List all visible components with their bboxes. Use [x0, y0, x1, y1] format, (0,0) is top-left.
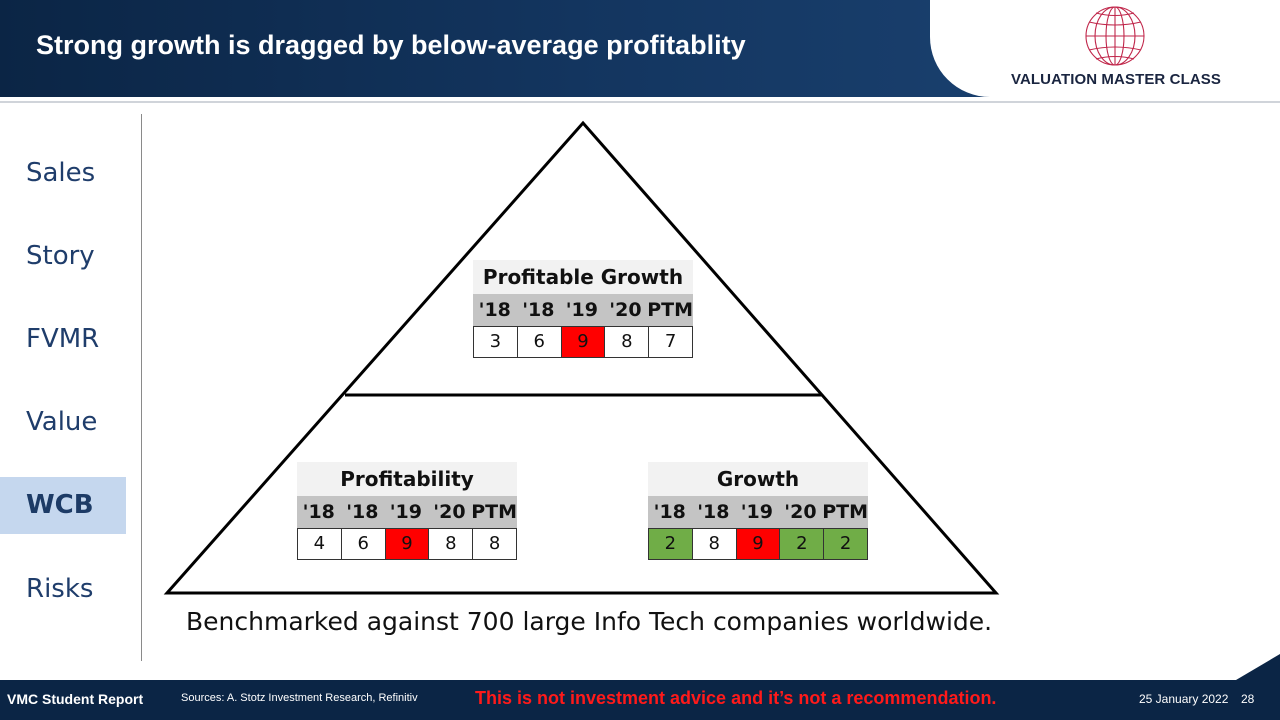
sources-text: Sources: A. Stotz Investment Research, R…: [181, 692, 418, 704]
sidebar-item-sales[interactable]: Sales: [26, 158, 96, 188]
score-cell: 7: [649, 326, 693, 358]
page-number: 28: [1241, 692, 1255, 706]
column-header: '20: [433, 501, 466, 523]
score-cell: 9: [385, 528, 430, 560]
column-header: PTM: [647, 299, 693, 321]
score-cell: 2: [824, 528, 868, 560]
logo-wordmark: VALUATION MASTER CLASS: [1011, 71, 1221, 88]
table-header-row: '18 '18 '19 '20 PTM: [473, 294, 693, 326]
score-cell: 9: [561, 326, 606, 358]
benchmark-caption: Benchmarked against 700 large Info Tech …: [186, 607, 993, 636]
date-text: 25 January 2022: [1139, 692, 1229, 706]
column-header: '19: [740, 501, 773, 523]
score-cell: 9: [736, 528, 781, 560]
growth-table: Growth '18 '18 '19 '20 PTM 2 8 9 2 2: [648, 462, 868, 560]
column-header: '19: [389, 501, 422, 523]
table-score-row: 3 6 9 8 7: [473, 326, 693, 358]
score-cell: 6: [341, 528, 386, 560]
column-header: '18: [697, 501, 730, 523]
sidebar-item-fvmr[interactable]: FVMR: [26, 324, 100, 354]
score-cell: 8: [605, 326, 650, 358]
table-score-row: 2 8 9 2 2: [648, 528, 868, 560]
table-score-row: 4 6 9 8 8: [297, 528, 517, 560]
column-header: PTM: [471, 501, 517, 523]
score-cell: 8: [429, 528, 474, 560]
column-header: '20: [784, 501, 817, 523]
page-title: Strong growth is dragged by below-averag…: [36, 30, 746, 60]
profitability-table: Profitability '18 '18 '19 '20 PTM 4 6 9 …: [297, 462, 517, 560]
column-header: '18: [653, 501, 686, 523]
footer-accent-shape: [1236, 654, 1280, 680]
globe-logo-icon: [1085, 6, 1145, 66]
score-cell: 2: [780, 528, 825, 560]
table-title: Growth: [648, 462, 868, 496]
header-divider: [0, 101, 1280, 103]
score-cell: 3: [473, 326, 518, 358]
sidebar-item-story[interactable]: Story: [26, 241, 95, 271]
report-label: VMC Student Report: [7, 691, 144, 707]
column-header: '19: [565, 299, 598, 321]
sidebar-item-wcb[interactable]: WCB: [0, 477, 126, 534]
footer-bar: VMC Student Report Sources: A. Stotz Inv…: [0, 680, 1280, 720]
sidebar-item-value[interactable]: Value: [26, 407, 98, 437]
sidebar-divider: [141, 114, 142, 661]
table-header-row: '18 '18 '19 '20 PTM: [297, 496, 517, 528]
column-header: '20: [609, 299, 642, 321]
score-cell: 6: [517, 326, 562, 358]
score-cell: 4: [297, 528, 342, 560]
column-header: '18: [478, 299, 511, 321]
column-header: '18: [302, 501, 335, 523]
profitable-growth-table: Profitable Growth '18 '18 '19 '20 PTM 3 …: [473, 260, 693, 358]
column-header: '18: [346, 501, 379, 523]
score-cell: 8: [473, 528, 517, 560]
pyramid-outline: [163, 120, 1000, 595]
disclaimer-text: This is not investment advice and it’s n…: [475, 688, 997, 708]
column-header: '18: [522, 299, 555, 321]
sidebar-item-risks[interactable]: Risks: [26, 574, 94, 604]
column-header: PTM: [822, 501, 868, 523]
score-cell: 8: [692, 528, 737, 560]
score-cell: 2: [648, 528, 693, 560]
table-header-row: '18 '18 '19 '20 PTM: [648, 496, 868, 528]
table-title: Profitable Growth: [473, 260, 693, 294]
table-title: Profitability: [297, 462, 517, 496]
logo-container: [930, 0, 1280, 97]
